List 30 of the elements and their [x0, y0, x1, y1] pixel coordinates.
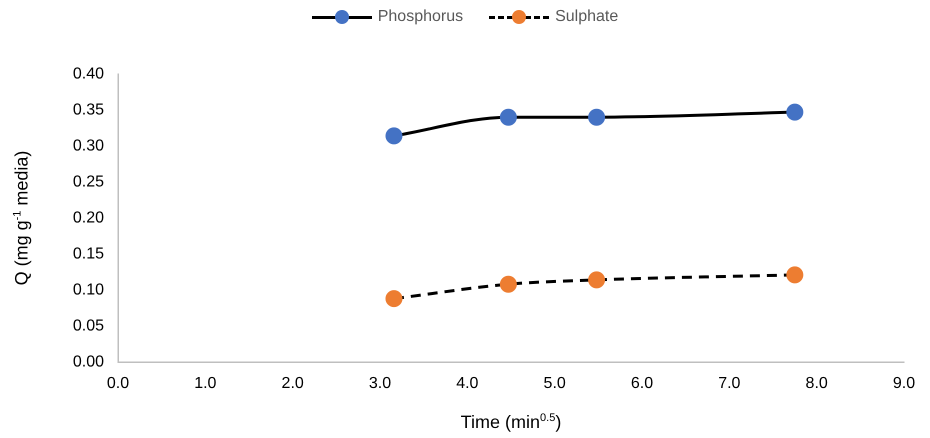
point — [385, 127, 402, 144]
x-tick-label: 6.0 — [630, 375, 654, 392]
x-tick-label: 0.0 — [106, 375, 130, 392]
x-axis-title: Time (min$^{0.5}$) — [460, 412, 562, 433]
point — [385, 290, 402, 308]
point — [786, 104, 804, 121]
legend-label: Phosphorus — [378, 8, 464, 26]
point — [500, 276, 517, 293]
x-tick-label: 7.0 — [718, 375, 741, 392]
legend-label: Sulphate — [555, 8, 618, 26]
y-tick-label: 0.15 — [72, 245, 104, 262]
x-tick-label: 1.0 — [194, 375, 217, 392]
x-tick-label: 5.0 — [544, 375, 566, 392]
x-tick-label: 8.0 — [806, 375, 828, 392]
y-tick-label: 0.00 — [72, 353, 104, 370]
x-tick-label: 2.0 — [282, 375, 304, 392]
x-tick-label: 3.0 — [368, 375, 392, 392]
x-tick-label: 9.0 — [892, 375, 916, 392]
point — [588, 108, 606, 126]
y-tick-label: 0.20 — [72, 209, 104, 226]
y-tick-label: 0.05 — [72, 317, 104, 334]
point — [786, 266, 804, 284]
y-tick-label: 0.25 — [72, 173, 104, 190]
y-tick-label: 0.30 — [72, 137, 104, 154]
y-tick-label: 0.35 — [72, 101, 104, 118]
y-tick-label: 0.40 — [72, 65, 104, 82]
point — [588, 271, 606, 288]
x-tick-label: 4.0 — [456, 375, 479, 392]
point — [500, 108, 517, 126]
y-tick-label: 0.10 — [72, 281, 104, 298]
